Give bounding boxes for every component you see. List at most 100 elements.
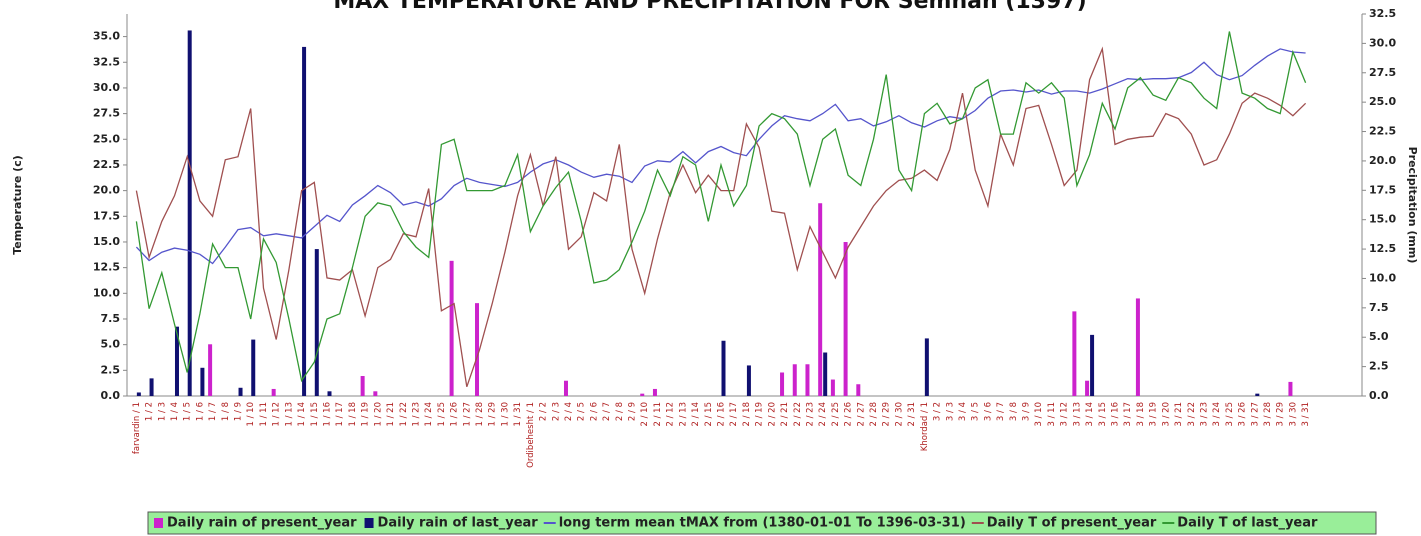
bar <box>238 387 243 396</box>
bar <box>208 344 213 396</box>
bar <box>830 379 835 396</box>
y2-tick-label: 5.0 <box>1369 330 1389 343</box>
x-tick-label: 2 / 15 <box>704 402 714 427</box>
x-tick-label: 1 / 10 <box>246 402 256 427</box>
bar <box>721 340 726 396</box>
x-tick-label: 1 / 27 <box>462 402 472 427</box>
line <box>135 48 1306 265</box>
y2-tick-label: 2.5 <box>1369 360 1389 373</box>
y-tick-label: 32.5 <box>93 55 120 68</box>
y-tick-label: 30.0 <box>93 81 120 94</box>
x-tick-label: 1 / 20 <box>373 402 383 427</box>
x-tick-label: 3 / 7 <box>996 402 1006 421</box>
x-tick-label: Khordad / 1 <box>920 402 930 451</box>
x-tick-label: 2 / 25 <box>831 402 841 427</box>
x-tick-label: 3 / 15 <box>1098 402 1108 427</box>
x-tick-label: 1 / 3 <box>157 402 167 421</box>
bar <box>314 249 319 396</box>
legend-swatch <box>154 518 163 528</box>
legend-label: Daily rain of present_year <box>167 516 357 531</box>
x-tick-label: 3 / 5 <box>971 402 981 421</box>
y-tick-label: 17.5 <box>93 209 120 222</box>
x-tick-label: 1 / 7 <box>208 402 218 421</box>
x-tick-label: 3 / 2 <box>933 402 943 421</box>
bar <box>805 364 810 396</box>
x-tick-label: 2 / 14 <box>691 402 701 427</box>
x-tick-label: 2 / 27 <box>856 402 866 427</box>
bar <box>1085 380 1090 396</box>
x-tick-label: 3 / 14 <box>1085 402 1095 427</box>
x-tick-label: 3 / 28 <box>1263 402 1273 427</box>
x-tick-label: 1 / 4 <box>170 402 180 421</box>
x-tick-label: 1 / 14 <box>297 402 307 427</box>
y2-tick-label: 32.5 <box>1369 7 1396 20</box>
x-tick-label: 2 / 23 <box>805 402 815 427</box>
bar <box>924 338 929 396</box>
bar <box>136 392 141 396</box>
x-tick-label: 2 / 7 <box>602 402 612 421</box>
x-tick-label: 2 / 30 <box>894 402 904 427</box>
x-tick-label: 1 / 9 <box>234 402 244 421</box>
y-tick-label: 27.5 <box>93 107 120 120</box>
x-tick-label: 1 / 8 <box>221 402 231 421</box>
x-tick-label: 1 / 30 <box>500 402 510 427</box>
y-tick-label: 0.0 <box>101 389 121 402</box>
x-tick-label: 1 / 11 <box>259 402 269 427</box>
y2-tick-label: 30.0 <box>1369 36 1396 49</box>
bar <box>823 352 828 396</box>
bar <box>449 260 454 396</box>
bar <box>843 242 848 396</box>
y2-tick-label: 22.5 <box>1369 125 1396 138</box>
x-tick-label: 3 / 19 <box>1149 402 1159 427</box>
x-tick-label: 3 / 30 <box>1288 402 1298 427</box>
bar <box>360 376 365 396</box>
x-tick-label: 3 / 6 <box>983 402 993 421</box>
x-tick-label: 3 / 23 <box>1199 402 1209 427</box>
x-tick-label: 1 / 6 <box>195 402 205 421</box>
bar <box>251 339 256 396</box>
x-tick-label: 2 / 26 <box>844 402 854 427</box>
x-tick-label: 1 / 5 <box>183 402 193 421</box>
x-tick-label: 3 / 24 <box>1212 402 1222 427</box>
x-tick-label: 2 / 31 <box>907 402 917 427</box>
legend-label: Daily T of last_year <box>1177 516 1318 531</box>
x-tick-label: 3 / 9 <box>1022 402 1032 421</box>
x-tick-label: 3 / 13 <box>1072 402 1082 427</box>
bar <box>373 391 378 396</box>
y2-tick-label: 20.0 <box>1369 154 1396 167</box>
bar <box>640 393 645 396</box>
y2-tick-label: 12.5 <box>1369 242 1396 255</box>
x-tick-label: 1 / 16 <box>323 402 333 427</box>
x-tick-label: 2 / 12 <box>666 402 676 427</box>
x-tick-label: 2 / 2 <box>539 402 549 421</box>
x-tick-label: Ordibehesht / 1 <box>526 402 536 468</box>
bar <box>187 30 192 397</box>
y-tick-label: 12.5 <box>93 261 120 274</box>
x-tick-label: 1 / 25 <box>437 402 447 427</box>
x-tick-label: 2 / 22 <box>793 402 803 427</box>
bar <box>271 388 276 396</box>
y2-tick-label: 15.0 <box>1369 213 1396 226</box>
y-tick-label: 35.0 <box>93 30 120 43</box>
x-tick-label: 1 / 2 <box>145 402 155 421</box>
x-tick-label: 3 / 21 <box>1174 402 1184 427</box>
x-tick-label: 3 / 10 <box>1034 402 1044 427</box>
x-tick-label: 2 / 16 <box>717 402 727 427</box>
y-tick-label: 10.0 <box>93 286 120 299</box>
bar <box>746 365 751 396</box>
x-tick-label: farvardin / 1 <box>132 402 142 454</box>
y2-tick-label: 7.5 <box>1369 301 1389 314</box>
x-tick-label: 3 / 11 <box>1047 402 1057 427</box>
x-tick-label: 1 / 12 <box>272 402 282 427</box>
x-tick-label: 3 / 20 <box>1161 402 1171 427</box>
bar <box>1090 334 1095 396</box>
x-tick-label: 2 / 10 <box>640 402 650 427</box>
x-tick-label: 3 / 3 <box>945 402 955 421</box>
x-tick-label: 1 / 26 <box>450 402 460 427</box>
bar <box>1135 298 1140 396</box>
x-tick-label: 3 / 12 <box>1060 402 1070 427</box>
y2-axis-label: Precipitation (mm) <box>1406 147 1419 264</box>
x-tick-label: 1 / 13 <box>284 402 294 427</box>
bar <box>1072 311 1077 396</box>
